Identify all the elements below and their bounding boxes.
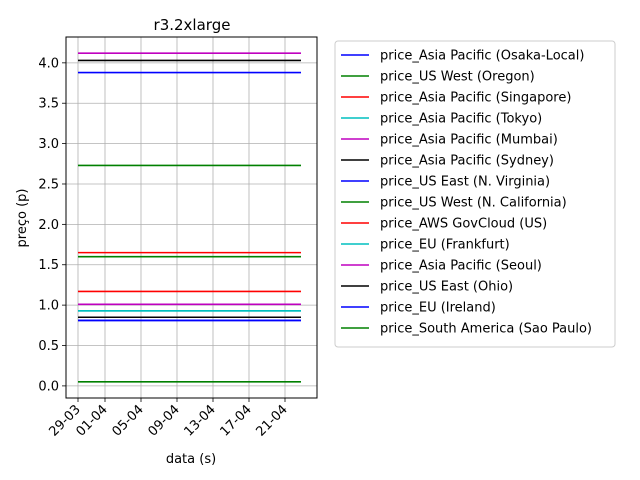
legend-label: price_EU (Ireland) bbox=[380, 301, 496, 316]
grid bbox=[66, 37, 317, 398]
legend-item: price_EU (Frankfurt) bbox=[341, 238, 510, 253]
legend-item: price_US East (N. Virginia) bbox=[341, 175, 550, 190]
y-tick-label: 2.0 bbox=[38, 218, 59, 233]
x-tick-label: 05-04 bbox=[110, 402, 147, 439]
legend-item: price_US East (Ohio) bbox=[341, 280, 513, 295]
legend-label: price_Asia Pacific (Sydney) bbox=[380, 154, 554, 169]
legend-item: price_US West (N. California) bbox=[341, 196, 567, 211]
legend-label: price_EU (Frankfurt) bbox=[380, 238, 510, 253]
legend-item: price_Asia Pacific (Seoul) bbox=[341, 259, 542, 274]
legend-item: price_Asia Pacific (Tokyo) bbox=[341, 112, 542, 127]
x-tick-label: 17-04 bbox=[218, 402, 255, 439]
y-tick-label: 1.5 bbox=[38, 258, 59, 273]
y-axis: 0.0 0.5 1.0 1.5 2.0 2.5 3.0 3.5 4.0 bbox=[38, 56, 66, 394]
legend-label: price_US East (Ohio) bbox=[380, 280, 513, 295]
chart-title: r3.2xlarge bbox=[154, 16, 231, 34]
y-axis-title: preço (p) bbox=[15, 189, 30, 248]
legend-label: price_South America (Sao Paulo) bbox=[380, 322, 592, 337]
legend-label: price_Asia Pacific (Tokyo) bbox=[380, 112, 542, 127]
y-tick-label: 1.0 bbox=[38, 299, 59, 314]
legend-item: price_AWS GovCloud (US) bbox=[341, 217, 547, 232]
legend-label: price_US West (N. California) bbox=[380, 196, 567, 211]
x-axis-title: data (s) bbox=[166, 452, 216, 467]
series-lines bbox=[78, 52, 301, 383]
y-tick-label: 0.5 bbox=[38, 339, 59, 354]
legend-item: price_South America (Sao Paulo) bbox=[341, 322, 592, 337]
plot-area bbox=[65, 36, 318, 399]
legend-item: price_Asia Pacific (Sydney) bbox=[341, 154, 554, 169]
legend-item: price_Asia Pacific (Singapore) bbox=[341, 91, 571, 106]
y-tick-label: 3.5 bbox=[38, 97, 59, 112]
legend-label: price_Asia Pacific (Seoul) bbox=[380, 259, 542, 274]
y-tick-label: 2.5 bbox=[38, 177, 59, 192]
y-tick-label: 4.0 bbox=[38, 56, 59, 71]
legend: price_Asia Pacific (Osaka-Local) price_US… bbox=[334, 40, 616, 348]
y-tick-label: 3.0 bbox=[38, 137, 59, 152]
legend-item: price_US West (Oregon) bbox=[341, 70, 535, 85]
x-tick-label: 01-04 bbox=[74, 402, 111, 439]
legend-label: price_US East (N. Virginia) bbox=[380, 175, 550, 190]
legend-item: price_Asia Pacific (Mumbai) bbox=[341, 133, 558, 148]
x-tick-label: 13-04 bbox=[182, 402, 219, 439]
legend-item: price_Asia Pacific (Osaka-Local) bbox=[341, 49, 584, 64]
legend-label: price_Asia Pacific (Singapore) bbox=[380, 91, 571, 106]
legend-item: price_EU (Ireland) bbox=[341, 301, 496, 316]
y-tick-label: 0.0 bbox=[38, 379, 59, 394]
legend-label: price_Asia Pacific (Mumbai) bbox=[380, 133, 558, 148]
legend-label: price_AWS GovCloud (US) bbox=[380, 217, 547, 232]
legend-label: price_Asia Pacific (Osaka-Local) bbox=[380, 49, 584, 64]
x-tick-label: 21-04 bbox=[254, 402, 291, 439]
legend-label: price_US West (Oregon) bbox=[380, 70, 535, 85]
legend-frame bbox=[334, 40, 616, 348]
x-tick-label: 09-04 bbox=[146, 402, 183, 439]
